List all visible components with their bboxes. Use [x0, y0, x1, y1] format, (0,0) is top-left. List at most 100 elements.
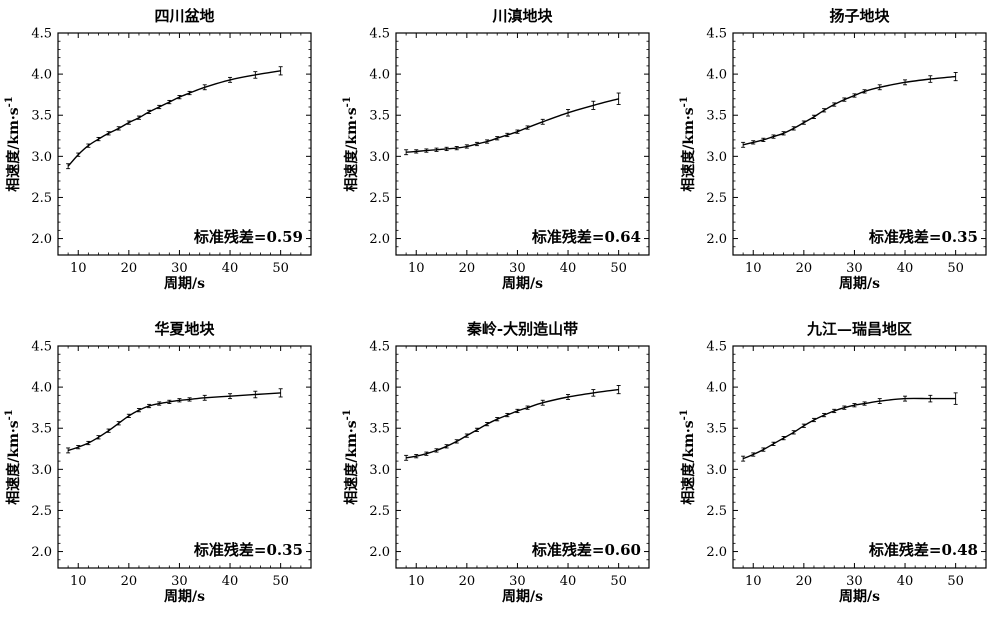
- y-tick-label: 2.5: [369, 191, 390, 206]
- y-tick-label: 4.5: [369, 27, 390, 42]
- data-point-errorbar: [464, 144, 469, 149]
- residual-annotation: 标准残差=0.64: [531, 228, 641, 246]
- panel-title: 四川盆地: [154, 7, 214, 25]
- data-point-errorbar: [811, 417, 816, 423]
- panel-5: 秦岭-大别造山带 10 20 30 40 50 2.0 2.5 3.0 3.5 4.0 4.5 周期/s…: [342, 320, 650, 605]
- data-point-errorbar: [540, 118, 545, 125]
- data-point-errorbar: [505, 132, 510, 138]
- data-point-errorbar: [66, 163, 71, 170]
- x-tick-label: 20: [121, 261, 138, 276]
- y-tick-label: 4.0: [31, 381, 52, 396]
- dispersion-curve: [742, 397, 956, 460]
- x-tick-label: 10: [70, 574, 87, 589]
- data-point-errorbar: [801, 423, 806, 428]
- y-tick-label: 3.5: [369, 422, 390, 437]
- y-tick-label: 3.0: [31, 150, 52, 165]
- y-axis-label: 相速度/km·s-1: [4, 409, 22, 505]
- y-tick-label: 2.0: [706, 545, 727, 560]
- data-point-errorbar: [591, 389, 596, 397]
- data-point-errorbar: [791, 126, 796, 131]
- plot-frame: [732, 32, 987, 256]
- x-tick-label: 30: [846, 261, 863, 276]
- y-tick-label: 4.5: [706, 340, 727, 355]
- x-tick-label: 40: [222, 261, 239, 276]
- data-point-errorbar: [525, 125, 530, 130]
- data-point-errorbar: [157, 401, 162, 406]
- x-tick-label: 40: [897, 574, 914, 589]
- x-tick-label: 40: [560, 574, 577, 589]
- residual-annotation: 标准残差=0.59: [193, 228, 303, 246]
- data-point-errorbar: [278, 388, 283, 398]
- data-point-errorbar: [136, 408, 141, 413]
- data-point-errorbar: [515, 129, 520, 134]
- x-axis-label: 周期/s: [502, 589, 543, 605]
- data-point-errorbar: [928, 394, 933, 403]
- y-tick-label: 3.0: [706, 150, 727, 165]
- dispersion-curve: [406, 98, 619, 153]
- y-tick-label: 2.5: [706, 504, 727, 519]
- data-point-errorbar: [228, 393, 233, 400]
- y-tick-label: 4.0: [706, 381, 727, 396]
- y-axis-label-sup: -1: [342, 409, 353, 420]
- y-axis-label-main: 相速度/km·s: [343, 420, 360, 505]
- y-tick-label: 2.0: [706, 232, 727, 247]
- data-point-errorbar: [591, 100, 596, 110]
- data-point-errorbar: [566, 109, 571, 117]
- data-point-errorbar: [444, 146, 449, 152]
- data-point-errorbar: [116, 126, 121, 131]
- y-tick-label: 3.5: [31, 109, 52, 124]
- y-tick-label: 4.5: [369, 340, 390, 355]
- x-tick-label: 50: [272, 261, 289, 276]
- y-axis-label-main: 相速度/km·s: [680, 107, 697, 192]
- x-tick-label: 20: [121, 574, 138, 589]
- x-tick-label: 20: [796, 261, 813, 276]
- data-point-errorbar: [454, 146, 459, 151]
- panel-title: 秦岭-大别造山带: [466, 320, 578, 338]
- x-tick-label: 20: [459, 574, 476, 589]
- data-point-errorbar: [515, 408, 520, 414]
- data-point-errorbar: [953, 392, 958, 405]
- data-point-errorbar: [903, 79, 908, 86]
- panel-title: 九江—瑞昌地区: [806, 320, 912, 338]
- data-point-errorbar: [811, 114, 816, 119]
- data-point-errorbar: [495, 417, 500, 422]
- x-tick-label: 30: [846, 574, 863, 589]
- dispersion-curve: [67, 392, 281, 452]
- y-tick-label: 3.0: [31, 463, 52, 478]
- data-point-errorbar: [495, 136, 500, 141]
- panel-title: 川滇地块: [491, 7, 553, 25]
- data-point-errorbar: [842, 97, 847, 102]
- y-tick-label: 4.0: [706, 68, 727, 83]
- y-tick-label: 2.5: [706, 191, 727, 206]
- data-point-errorbar: [616, 92, 621, 105]
- data-point-errorbar: [771, 134, 776, 139]
- y-tick-label: 2.0: [31, 232, 52, 247]
- data-point-errorbar: [485, 422, 490, 427]
- x-axis-label: 周期/s: [164, 589, 205, 605]
- y-tick-label: 4.0: [369, 381, 390, 396]
- y-tick-label: 4.0: [369, 68, 390, 83]
- y-tick-label: 3.0: [369, 463, 390, 478]
- data-point-errorbar: [424, 451, 429, 456]
- x-axis-label: 周期/s: [502, 276, 543, 292]
- y-axis-label-main: 相速度/km·s: [5, 420, 22, 505]
- data-point-errorbar: [485, 139, 490, 144]
- data-point-errorbar: [791, 430, 796, 435]
- data-point-errorbar: [852, 403, 857, 408]
- data-point-errorbar: [505, 412, 510, 418]
- y-tick-label: 2.5: [31, 504, 52, 519]
- data-point-errorbar: [434, 448, 439, 453]
- data-point-errorbar: [464, 433, 469, 438]
- plot-frame: [732, 345, 987, 569]
- x-tick-label: 30: [509, 574, 526, 589]
- data-point-errorbar: [136, 115, 141, 120]
- data-point-errorbar: [147, 109, 152, 115]
- plot-frame: [57, 345, 312, 569]
- y-tick-label: 3.5: [369, 109, 390, 124]
- panel-3: 扬子地块 10 20 30 40 50 2.0 2.5 3.0 3.5 4.0 4.5 周期/s 相速度/…: [679, 7, 987, 292]
- data-point-errorbar: [147, 403, 152, 409]
- data-point-errorbar: [862, 401, 867, 406]
- x-axis-label: 周期/s: [839, 589, 880, 605]
- x-axis-label: 周期/s: [164, 276, 205, 292]
